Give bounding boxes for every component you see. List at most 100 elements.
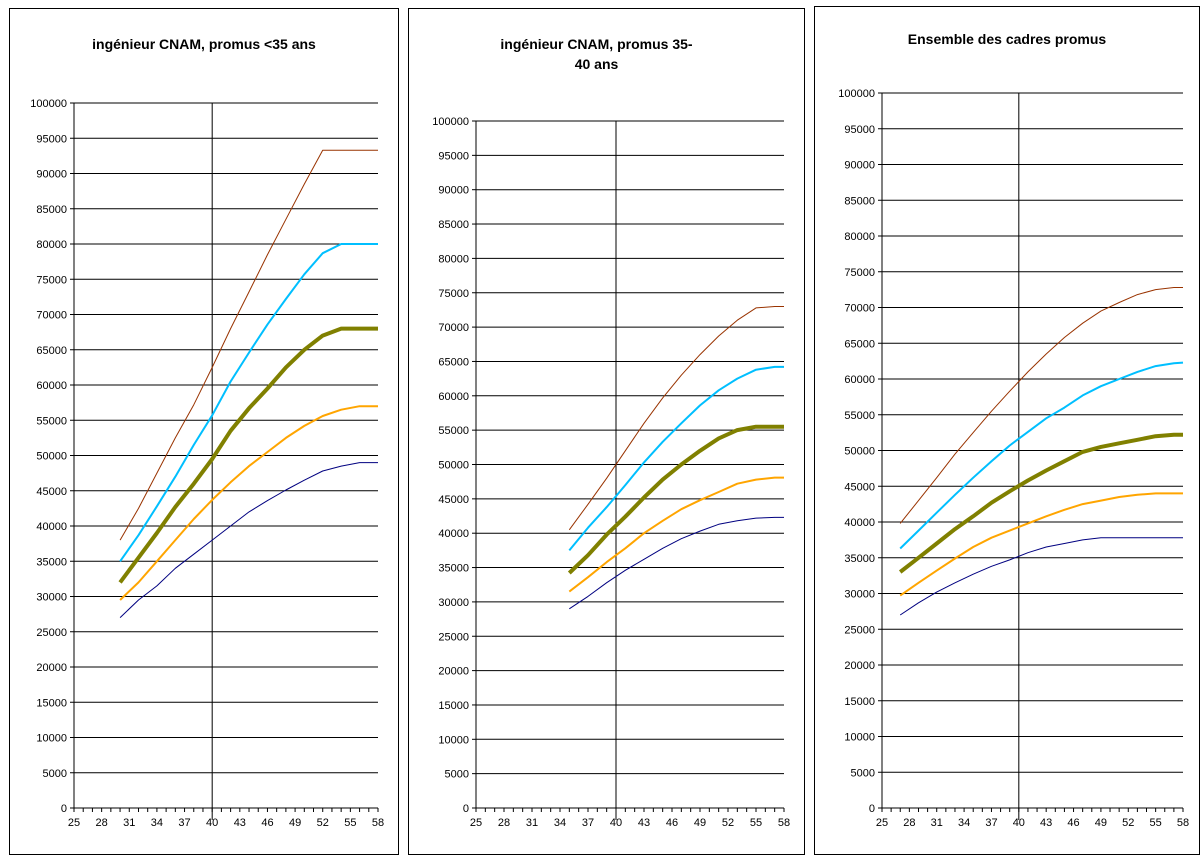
y-tick-label: 5000: [43, 768, 67, 780]
line-chart: 0 5000 10000 15000 20000 25000 30000 35000 40000…: [838, 88, 1189, 829]
chart-panel-under-35: ingénieur CNAM, promus <35 ans 0 5000 1000…: [9, 8, 399, 855]
series-line-3: [119, 243, 378, 562]
y-tick-label: 45000: [844, 481, 875, 493]
y-tick-label: 65000: [36, 345, 67, 357]
y-tick-label: 35000: [36, 556, 67, 568]
y-tick-label: 75000: [844, 267, 875, 279]
x-tick-label: 49: [694, 817, 706, 829]
y-tick-label: 45000: [438, 494, 469, 506]
x-tick-label: 52: [722, 817, 734, 829]
y-tick-label: 25000: [36, 627, 67, 639]
x-tick-label: 28: [498, 817, 510, 829]
x-tick-label: 28: [903, 817, 915, 829]
y-tick-label: 80000: [438, 253, 469, 265]
y-tick-label: 5000: [851, 767, 875, 779]
series-line-4: [119, 149, 378, 541]
y-tick-label: 0: [869, 803, 875, 815]
y-tick-label: 60000: [36, 380, 67, 392]
series-line-3: [899, 361, 1184, 550]
y-tick-label: 5000: [445, 769, 469, 781]
y-tick-label: 70000: [844, 303, 875, 315]
x-tick-label: 25: [470, 817, 482, 829]
series-line-2: [898, 432, 1183, 574]
y-tick-label: 0: [61, 803, 67, 815]
series-line-2: [567, 424, 784, 575]
y-tick-label: 70000: [36, 310, 67, 322]
x-tick-label: 49: [289, 817, 301, 829]
series-line-4: [568, 306, 784, 531]
x-tick-label: 40: [1013, 817, 1025, 829]
x-tick-label: 58: [372, 817, 384, 829]
x-tick-label: 58: [778, 817, 790, 829]
x-tick-label: 40: [610, 817, 622, 829]
x-tick-label: 37: [582, 817, 594, 829]
y-tick-label: 80000: [36, 239, 67, 251]
x-tick-label: 46: [666, 817, 678, 829]
x-tick-label: 37: [985, 817, 997, 829]
y-tick-label: 10000: [36, 733, 67, 745]
y-tick-label: 50000: [36, 451, 67, 463]
y-tick-label: 25000: [438, 631, 469, 643]
y-tick-label: 25000: [844, 624, 875, 636]
x-tick-label: 43: [638, 817, 650, 829]
line-chart: 0 5000 10000 15000 20000 25000 30000 35000 40000…: [30, 98, 384, 829]
series-line-1: [899, 492, 1183, 597]
x-tick-label: 37: [178, 817, 190, 829]
x-tick-label: 34: [151, 817, 163, 829]
y-tick-label: 40000: [36, 521, 67, 533]
series-line-4: [899, 287, 1183, 524]
y-tick-label: 0: [463, 803, 469, 815]
x-tick-label: 25: [68, 817, 80, 829]
x-tick-label: 55: [1150, 817, 1162, 829]
y-tick-label: 35000: [844, 553, 875, 565]
line-chart: 0 5000 10000 15000 20000 25000 30000 35000 40000…: [432, 116, 790, 829]
y-tick-label: 90000: [438, 185, 469, 197]
x-tick-label: 34: [958, 817, 970, 829]
y-tick-label: 55000: [36, 415, 67, 427]
y-tick-label: 15000: [438, 700, 469, 712]
y-tick-label: 95000: [36, 133, 67, 145]
y-tick-label: 15000: [36, 697, 67, 709]
chart-title: Ensemble des cadres promus: [907, 31, 1107, 47]
y-tick-label: 10000: [844, 732, 875, 744]
series-line-0: [899, 537, 1183, 616]
y-tick-label: 10000: [438, 734, 469, 746]
x-tick-label: 40: [206, 817, 218, 829]
x-tick-label: 52: [1122, 817, 1134, 829]
chart-title: ingénieur CNAM, promus <35 ans: [92, 36, 316, 52]
chart-title: ingénieur CNAM, promus 35-40 ans: [500, 36, 693, 72]
y-tick-label: 35000: [438, 563, 469, 575]
y-tick-label: 75000: [36, 274, 67, 286]
y-tick-label: 15000: [844, 696, 875, 708]
y-tick-label: 30000: [438, 597, 469, 609]
y-tick-label: 40000: [438, 528, 469, 540]
y-tick-label: 90000: [36, 169, 67, 181]
x-tick-label: 58: [1177, 817, 1189, 829]
series-line-1: [568, 476, 784, 593]
y-tick-label: 85000: [36, 204, 67, 216]
y-tick-label: 55000: [844, 410, 875, 422]
y-tick-label: 80000: [844, 231, 875, 243]
x-tick-label: 46: [1067, 817, 1079, 829]
chart-panel-35-40: ingénieur CNAM, promus 35-40 ans 0 5000 10…: [408, 8, 805, 855]
y-tick-label: 75000: [438, 288, 469, 300]
y-tick-label: 20000: [438, 666, 469, 678]
y-tick-label: 95000: [844, 124, 875, 136]
y-tick-label: 45000: [36, 486, 67, 498]
y-tick-label: 90000: [844, 160, 875, 172]
chart-panel-all-managers: Ensemble des cadres promus 0 5000 10000 150…: [814, 6, 1200, 855]
x-tick-label: 55: [750, 817, 762, 829]
x-tick-label: 43: [1040, 817, 1052, 829]
x-tick-label: 46: [261, 817, 273, 829]
y-tick-label: 100000: [30, 98, 67, 110]
y-tick-label: 30000: [844, 589, 875, 601]
x-tick-label: 52: [317, 817, 329, 829]
y-tick-label: 85000: [438, 219, 469, 231]
y-tick-label: 40000: [844, 517, 875, 529]
y-tick-label: 100000: [838, 88, 875, 100]
y-tick-label: 70000: [438, 322, 469, 334]
y-tick-label: 30000: [36, 592, 67, 604]
x-tick-label: 31: [123, 817, 135, 829]
y-tick-label: 55000: [438, 425, 469, 437]
y-tick-label: 20000: [36, 662, 67, 674]
